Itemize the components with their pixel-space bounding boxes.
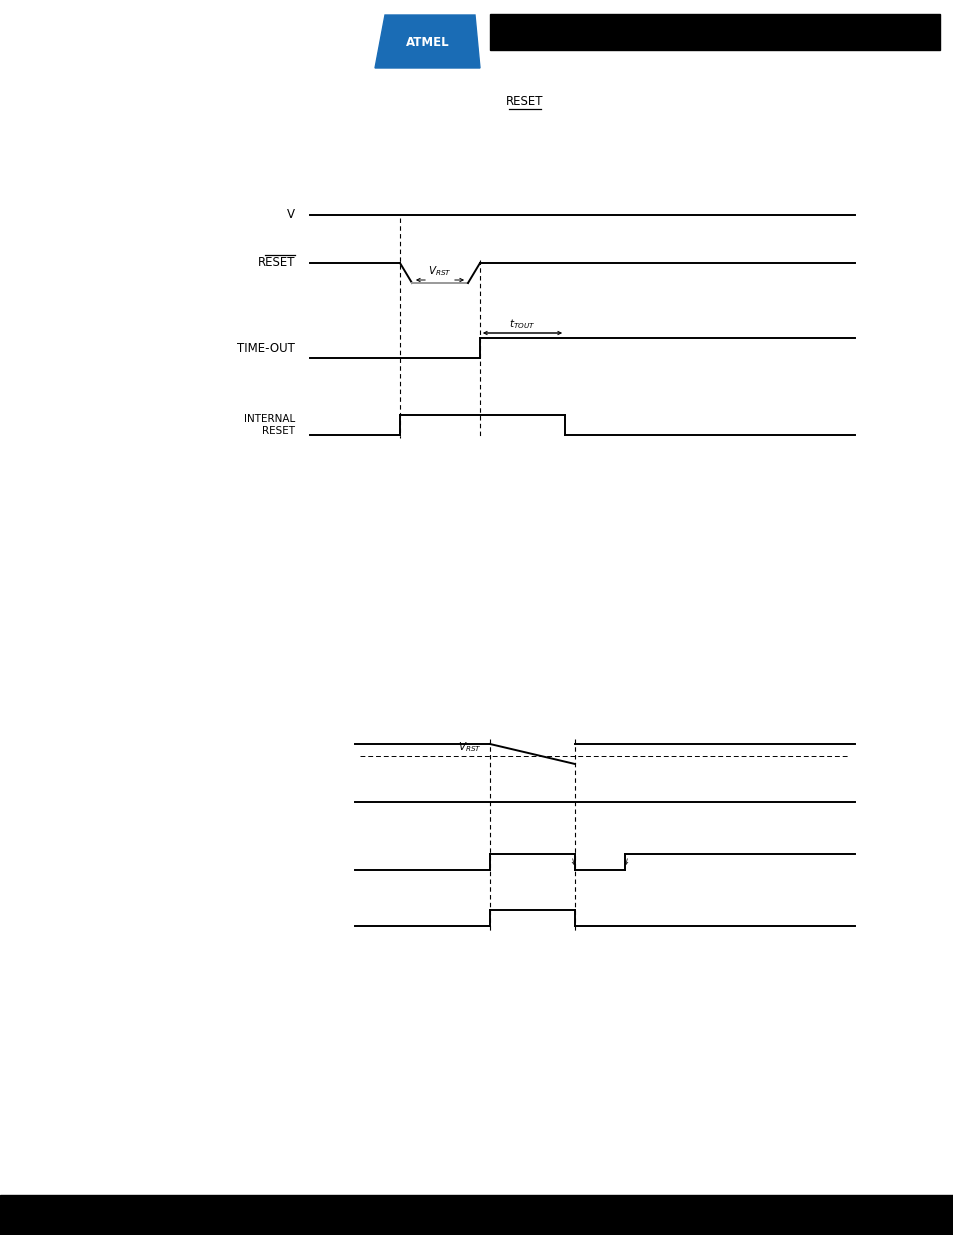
Text: RESET: RESET (506, 95, 543, 107)
Text: $V_{RST}$: $V_{RST}$ (457, 740, 481, 755)
Bar (490, 14, 939, 49)
Text: INTERNAL
RESET: INTERNAL RESET (244, 414, 294, 436)
Bar (0, 1195, 953, 1235)
Text: TIME-OUT: TIME-OUT (237, 342, 294, 354)
Text: ATMEL: ATMEL (405, 36, 449, 48)
Text: $t_{TOUT}$: $t_{TOUT}$ (509, 317, 536, 331)
Text: V: V (287, 209, 294, 221)
Text: RESET: RESET (257, 257, 294, 269)
Polygon shape (375, 15, 479, 68)
Text: $V_{RST}$: $V_{RST}$ (428, 264, 452, 278)
